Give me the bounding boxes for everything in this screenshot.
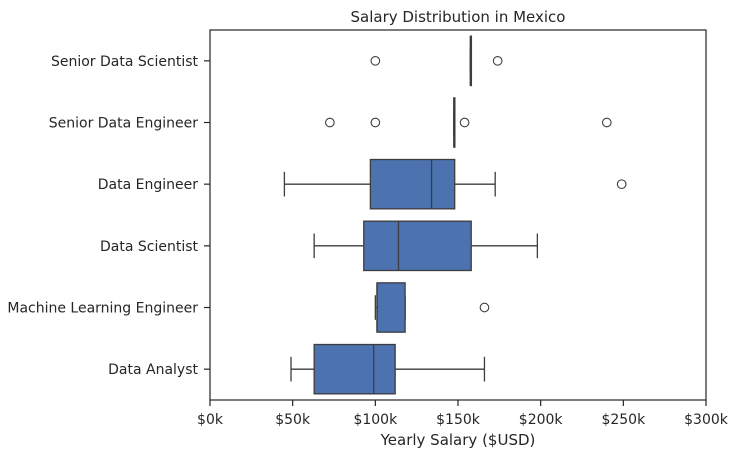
x-tick-label: $100k: [353, 412, 398, 428]
x-tick-label: $300k: [684, 412, 729, 428]
x-tick-label: $150k: [436, 412, 481, 428]
y-tick-label: Data Scientist: [100, 239, 199, 255]
x-axis-label: Yearly Salary ($USD): [380, 431, 536, 449]
y-tick-label: Data Engineer: [98, 177, 198, 193]
x-tick-label: $0k: [197, 412, 224, 428]
y-axis: Senior Data Scientist Senior Data Enginee…: [7, 54, 210, 378]
x-tick-label: $50k: [275, 412, 311, 428]
y-tick-label: Data Analyst: [108, 362, 198, 378]
chart-title: Salary Distribution in Mexico: [351, 8, 566, 26]
box-iqr: [363, 220, 472, 272]
x-tick-label: $250k: [601, 412, 646, 428]
box-group: [290, 343, 486, 395]
box-group: [325, 97, 612, 148]
outlier-point: [616, 179, 627, 190]
box-group: [283, 158, 627, 210]
outlier-point: [459, 117, 470, 128]
x-axis: $0k $50k $100k $150k $200k $250k $300k: [197, 400, 729, 428]
y-tick-label: Senior Data Engineer: [49, 116, 199, 132]
outlier-point: [325, 117, 335, 128]
box-iqr: [376, 282, 406, 333]
outlier-point: [479, 302, 490, 313]
outlier-point: [370, 117, 381, 128]
outlier-point: [492, 55, 503, 66]
box-group: [370, 35, 503, 87]
plot-frame: [209, 29, 707, 401]
outlier-point: [601, 117, 612, 128]
y-tick-label: Machine Learning Engineer: [7, 301, 198, 317]
outlier-point: [370, 55, 381, 66]
box-group: [374, 282, 490, 333]
x-tick-label: $200k: [519, 412, 564, 428]
y-tick-label: Senior Data Scientist: [51, 54, 199, 70]
box-iqr: [369, 158, 456, 210]
plot-area: [283, 35, 627, 395]
box-group: [313, 220, 539, 272]
box-iqr: [313, 343, 396, 395]
